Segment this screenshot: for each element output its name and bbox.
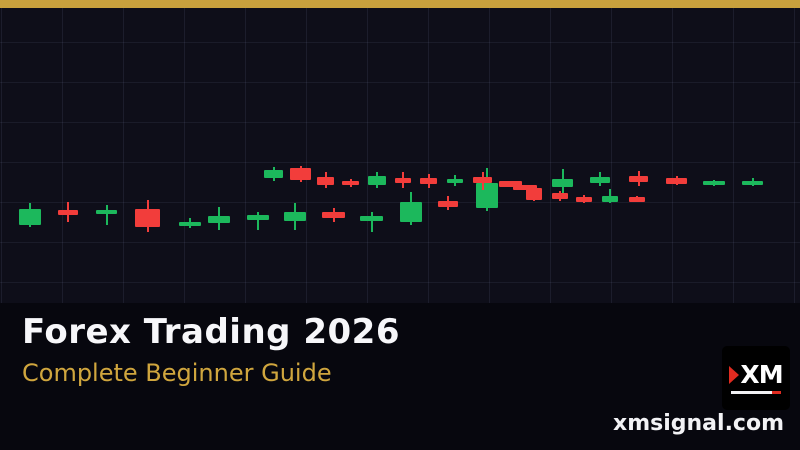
candle-body [703,181,725,185]
candle-body [629,176,648,182]
bottom-banner-panel [0,303,800,450]
candle-wick [257,212,259,230]
candle-body [526,188,542,200]
candle-body [742,181,763,185]
candle-body [264,170,283,178]
candle-body [342,181,359,185]
candle-body [447,179,463,183]
page-title: Forex Trading 2026 [22,312,400,352]
xm-logo: XM [722,346,790,410]
candle-body [19,209,41,225]
candle-body [395,178,411,183]
candle-body [438,201,458,207]
candle-body [58,210,78,215]
candle-body [247,215,269,220]
candle-body [420,178,437,184]
play-triangle-icon [729,365,740,384]
candle-body [360,216,383,221]
underline-white-segment [731,391,772,394]
candle-body [208,216,230,223]
candle-body [96,210,117,214]
candle-body [473,177,492,183]
website-url: xmsignal.com [613,411,784,436]
candle-body [179,222,201,226]
candle-body [476,183,498,208]
candle-body [666,178,687,184]
candle-wick [105,205,108,225]
candle-body [290,168,311,180]
xm-logo-row: XM [729,360,784,389]
underline-red-segment [772,391,781,394]
candle-body [552,193,568,199]
candle-body [135,209,160,227]
candle-wick [370,212,373,232]
candle-body [499,181,522,187]
candle-body [322,212,345,218]
xm-logo-text: XM [740,360,783,389]
candle-body [590,177,610,183]
candle-body [400,202,422,222]
candlestick-chart [0,0,800,303]
xm-logo-underline [731,391,781,394]
candle-body [552,179,573,187]
candle-body [602,196,618,202]
candle-body [317,177,334,185]
candle-body [576,197,592,202]
candle-body [629,197,645,202]
top-accent-bar [0,0,800,8]
candle-body [513,185,537,190]
candle-body [284,212,306,221]
page-subtitle: Complete Beginner Guide [22,359,332,387]
candle-body [368,176,386,185]
